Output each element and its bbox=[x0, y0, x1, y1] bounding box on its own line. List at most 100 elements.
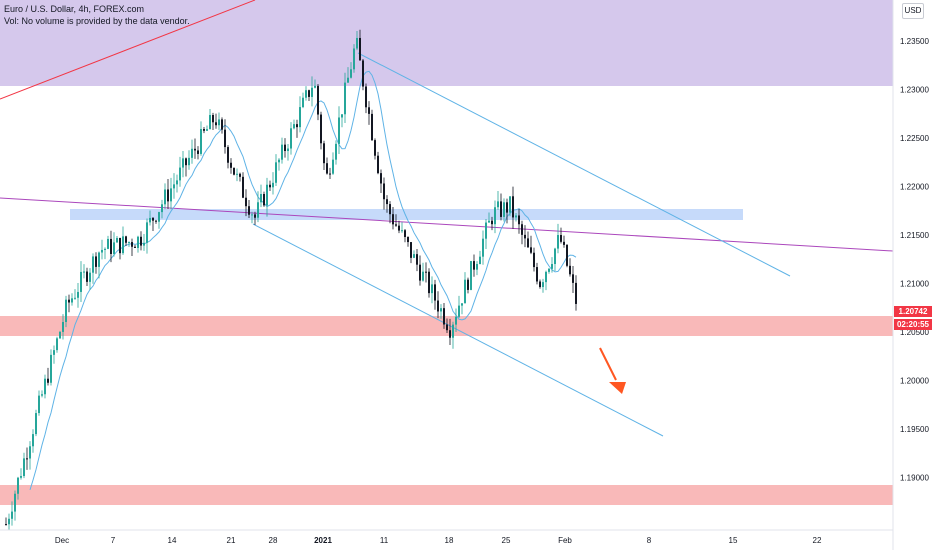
candle-body bbox=[566, 244, 568, 266]
candle-body bbox=[8, 518, 10, 525]
x-tick-label: 14 bbox=[168, 536, 177, 545]
candle-body bbox=[239, 173, 241, 177]
candle-body bbox=[176, 180, 178, 185]
candle-body bbox=[542, 282, 544, 288]
candle-body bbox=[221, 119, 223, 130]
y-tick-label: 1.23000 bbox=[900, 86, 929, 95]
red-trendline[interactable] bbox=[0, 0, 256, 100]
candle-body bbox=[311, 87, 313, 97]
candle-body bbox=[203, 129, 205, 131]
candle-body bbox=[74, 297, 76, 299]
channel-upper-line[interactable] bbox=[357, 52, 791, 277]
y-tick-label: 1.20000 bbox=[900, 377, 929, 386]
candle-body bbox=[431, 284, 433, 294]
candle-body bbox=[470, 261, 472, 290]
candle-body bbox=[155, 220, 157, 222]
candle-body bbox=[161, 204, 163, 213]
candle-body bbox=[218, 119, 220, 126]
candle-body bbox=[68, 299, 70, 303]
candle-body bbox=[257, 202, 259, 218]
candle-body bbox=[278, 159, 280, 163]
moving-average-line bbox=[29, 70, 577, 491]
candle-body bbox=[236, 173, 238, 175]
chart-legend[interactable]: Euro / U.S. Dollar, 4h, FOREX.com Vol: N… bbox=[4, 3, 190, 27]
volume-note: Vol: No volume is provided by the data v… bbox=[4, 16, 190, 26]
candle-body bbox=[158, 212, 160, 222]
candle-body bbox=[494, 207, 496, 225]
y-tick-label: 1.22000 bbox=[900, 183, 929, 192]
channel-lower-line[interactable] bbox=[252, 223, 664, 437]
candle-body bbox=[437, 300, 439, 312]
candle-body bbox=[56, 338, 58, 351]
candle-body bbox=[209, 115, 211, 130]
candle-body bbox=[389, 204, 391, 215]
x-tick-label: 18 bbox=[445, 536, 454, 545]
y-tick-label: 1.19000 bbox=[900, 474, 929, 483]
candle-body bbox=[290, 128, 292, 149]
candle-body bbox=[404, 230, 406, 237]
candle-body bbox=[380, 173, 382, 184]
candle-body bbox=[548, 268, 550, 272]
candle-body bbox=[254, 214, 256, 218]
candle-body bbox=[110, 238, 112, 254]
candle-body bbox=[347, 77, 349, 83]
candle-body bbox=[533, 252, 535, 268]
countdown-label: 02:20:55 bbox=[894, 319, 932, 330]
candle-body bbox=[410, 242, 412, 258]
down-arrow-icon bbox=[599, 347, 626, 394]
candle-body bbox=[455, 316, 457, 325]
candle-body bbox=[467, 279, 469, 290]
middle-zone[interactable] bbox=[70, 209, 743, 220]
x-tick-label: 7 bbox=[111, 536, 116, 545]
candle-body bbox=[401, 230, 403, 232]
chart-title[interactable]: Euro / U.S. Dollar, 4h, FOREX.com bbox=[4, 4, 145, 14]
y-tick-label: 1.20500 bbox=[900, 328, 929, 337]
candle-body bbox=[131, 242, 133, 247]
candle-body bbox=[365, 86, 367, 108]
candle-body bbox=[188, 157, 190, 166]
time-axis[interactable]: Dec 7 14 21 28 2021 11 18 25 Feb 8 15 22 bbox=[0, 529, 893, 545]
candle-body bbox=[5, 524, 7, 526]
candle-body bbox=[413, 254, 415, 258]
candle-body bbox=[428, 271, 430, 294]
candle-body bbox=[194, 148, 196, 151]
candle-body bbox=[395, 224, 397, 226]
x-tick-label: 28 bbox=[269, 536, 278, 545]
y-tick-label: 1.19500 bbox=[900, 425, 929, 434]
currency-button[interactable]: USD bbox=[902, 3, 924, 19]
candle-body bbox=[266, 184, 268, 206]
candle-body bbox=[452, 324, 454, 338]
resistance-zone[interactable] bbox=[0, 0, 893, 86]
candle-body bbox=[323, 143, 325, 164]
candle-body bbox=[446, 324, 448, 331]
x-tick-label: Dec bbox=[55, 536, 69, 545]
candle-body bbox=[563, 241, 565, 245]
candle-body bbox=[245, 197, 247, 207]
candle-body bbox=[20, 476, 22, 478]
candle-body bbox=[137, 236, 139, 248]
candle-body bbox=[317, 85, 319, 115]
x-tick-label: 15 bbox=[729, 536, 738, 545]
candle-body bbox=[434, 284, 436, 301]
candle-body bbox=[89, 272, 91, 282]
candle-body bbox=[473, 261, 475, 270]
candle-body bbox=[83, 271, 85, 273]
candle-body bbox=[119, 237, 121, 254]
price-axis[interactable]: 1.23500 1.23000 1.22500 1.22000 1.21500 1.210… bbox=[892, 0, 929, 550]
candle-body bbox=[569, 265, 571, 275]
candle-body bbox=[518, 215, 520, 225]
candle-body bbox=[476, 264, 478, 270]
candle-body bbox=[32, 434, 34, 447]
candle-body bbox=[368, 107, 370, 114]
candle-body bbox=[227, 147, 229, 163]
candle-body bbox=[233, 167, 235, 175]
candle-body bbox=[386, 199, 388, 205]
candle-body bbox=[152, 217, 154, 221]
lower-support-zone[interactable] bbox=[0, 485, 893, 505]
candle-body bbox=[341, 114, 343, 118]
candle-body bbox=[419, 264, 421, 281]
candle-body bbox=[107, 238, 109, 249]
candle-body bbox=[143, 242, 145, 246]
purple-trendline[interactable] bbox=[0, 197, 894, 252]
